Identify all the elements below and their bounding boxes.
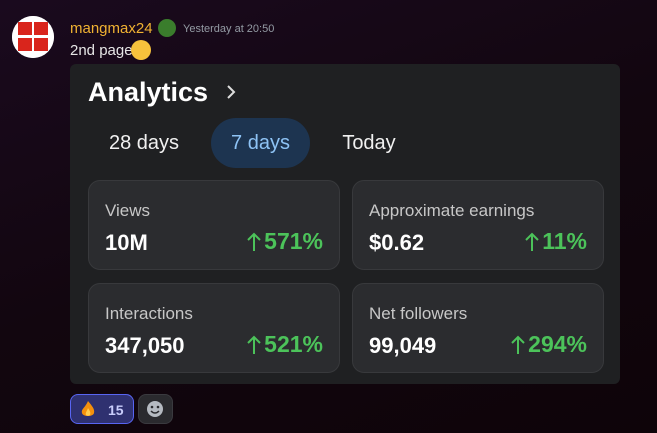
reaction[interactable]: 15 (70, 394, 134, 424)
analytics-title: Analytics (88, 77, 209, 107)
avatar[interactable] (12, 16, 54, 58)
badge-icon (158, 19, 176, 37)
fire-emoji (81, 401, 95, 416)
stat-card: Net followers 99,049 294% (352, 283, 604, 373)
stat-change: 521% (264, 331, 323, 357)
stat-change: 11% (542, 228, 587, 254)
stat-label: Approximate earnings (369, 201, 535, 220)
stat-change: 294% (528, 331, 587, 357)
stat-change-row: 571% (246, 228, 323, 255)
stat-change-row: 294% (510, 331, 587, 358)
stat-change-row: 11% (524, 228, 587, 255)
stat-value: $0.62 (369, 230, 425, 255)
tab[interactable]: 28 days (108, 132, 180, 154)
stat-label: Net followers (369, 304, 468, 323)
smile-icon (147, 401, 163, 417)
emoji (131, 40, 151, 60)
tab-active[interactable]: 7 days (211, 118, 310, 168)
stat-value: 99,049 (369, 333, 437, 358)
stat-value: 347,050 (105, 333, 185, 358)
stat-card: Approximate earnings $0.62 11% (352, 180, 604, 270)
stat-change: 571% (264, 228, 323, 254)
reaction-count: 15 (108, 402, 124, 418)
timestamp: Yesterday at 20:50 (183, 23, 275, 35)
stat-change-row: 521% (246, 331, 323, 358)
stat-card: Interactions 347,050 521% (88, 283, 340, 373)
tab[interactable]: Today (342, 132, 396, 154)
avatar-image (12, 16, 54, 58)
stat-label: Views (105, 201, 151, 220)
message-text: 2nd page (70, 42, 133, 59)
up-arrow (511, 335, 525, 354)
up-arrow (247, 335, 261, 354)
username[interactable]: mangmax24 (70, 20, 153, 37)
up-arrow (525, 232, 539, 251)
up-arrow (247, 232, 261, 251)
chevron-icon (227, 85, 236, 99)
add-reaction[interactable] (138, 394, 173, 424)
stat-value: 10M (105, 230, 148, 255)
stat-card: Views 10M 571% (88, 180, 340, 270)
stat-label: Interactions (105, 304, 193, 323)
